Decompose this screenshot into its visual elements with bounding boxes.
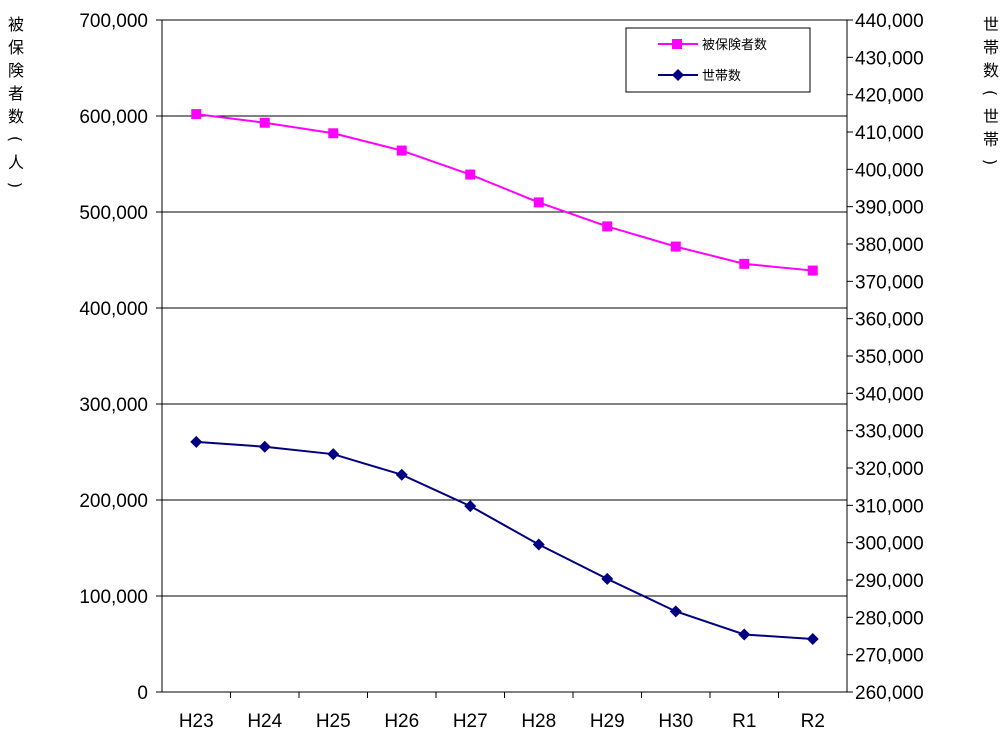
series-line-1 xyxy=(196,440,813,640)
left-axis-tick-label: 100,000 xyxy=(79,587,148,608)
axis-label-char: 険 xyxy=(8,61,24,80)
plot-area xyxy=(161,19,848,693)
right-axis-tick-label: 400,000 xyxy=(855,160,924,181)
right-axis-tick-label: 370,000 xyxy=(855,272,924,293)
right-axis-tick-label: 340,000 xyxy=(855,384,924,405)
data-point-diamond xyxy=(738,628,751,641)
series-layer xyxy=(190,109,819,645)
x-axis-tick-label: R2 xyxy=(801,711,825,732)
x-axis-tick-label: H28 xyxy=(521,711,556,732)
left-axis-tick-label: 600,000 xyxy=(79,107,148,128)
axis-label-char: 保 xyxy=(8,38,24,57)
data-point-diamond xyxy=(327,448,340,461)
data-point-diamond xyxy=(601,572,614,585)
data-point-square xyxy=(739,258,750,269)
legend-marker-insured xyxy=(672,39,682,49)
right-axis-tick-label: 300,000 xyxy=(855,534,924,555)
x-axis-tick-label: H26 xyxy=(384,711,419,732)
axis-label-char: 帯 xyxy=(983,38,999,57)
right-axis-tick-label: 270,000 xyxy=(855,646,924,667)
data-point-diamond xyxy=(669,605,682,618)
x-axis-tick-label: H30 xyxy=(658,711,693,732)
legend-label-households: 世帯数 xyxy=(702,69,741,84)
data-point-diamond xyxy=(464,500,477,513)
data-point-square xyxy=(807,265,818,276)
left-axis-tick-label: 300,000 xyxy=(79,395,148,416)
right-axis-tick-label: 260,000 xyxy=(855,683,924,704)
axis-label-char: 世 xyxy=(983,15,999,34)
axis-label-char: 人 xyxy=(8,153,24,172)
series-line-0 xyxy=(196,113,813,272)
right-axis: 260,000 270,000 280,000 290,000 300,000 310,0… xyxy=(847,11,924,704)
right-axis-tick-label: 330,000 xyxy=(855,422,924,443)
left-axis-tick-label: 0 xyxy=(137,683,148,704)
legend-box xyxy=(625,27,811,93)
left-axis-tick-label: 700,000 xyxy=(79,11,148,32)
axis-label-char: 数 xyxy=(8,107,24,126)
right-axis-tick-label: 430,000 xyxy=(855,48,924,69)
right-axis-tick-label: 280,000 xyxy=(855,608,924,629)
x-axis-tick-label: H23 xyxy=(179,711,214,732)
axis-label-char: ) xyxy=(6,182,25,188)
axis-label-char: 世 xyxy=(983,107,999,126)
x-axis-tick-label: R1 xyxy=(732,711,756,732)
data-point-square xyxy=(670,241,681,252)
right-axis-tick-label: 310,000 xyxy=(855,496,924,517)
axis-label-char: 被 xyxy=(8,15,24,34)
legend-marker-households xyxy=(672,69,684,81)
data-point-square xyxy=(533,197,544,208)
data-point-square xyxy=(328,128,339,139)
right-axis-tick-label: 380,000 xyxy=(855,235,924,256)
data-point-square xyxy=(396,145,407,156)
data-point-square xyxy=(602,221,613,232)
data-point-square xyxy=(465,169,476,180)
left-axis-tick-label: 400,000 xyxy=(79,299,148,320)
axis-label-char: 者 xyxy=(8,84,24,103)
right-axis-tick-label: 290,000 xyxy=(855,571,924,592)
axis-label-char: 数 xyxy=(983,61,999,80)
right-axis-tick-label: 320,000 xyxy=(855,459,924,480)
x-axis: H23 H24 H25 H26 H27 H28 H29 H30 R1 R2 xyxy=(179,692,825,732)
left-axis-tick-label: 200,000 xyxy=(79,491,148,512)
data-point-square xyxy=(191,109,202,120)
right-axis-tick-label: 390,000 xyxy=(855,198,924,219)
left-axis: 0 100,000 200,000 300,000 400,000 500,000 600,… xyxy=(79,11,162,704)
x-axis-tick-label: H24 xyxy=(247,711,282,732)
left-axis-tick-label: 500,000 xyxy=(79,203,148,224)
right-axis-tick-label: 350,000 xyxy=(855,347,924,368)
axis-label-char: ( xyxy=(981,90,1000,96)
data-point-diamond xyxy=(532,538,545,551)
right-axis-tick-label: 410,000 xyxy=(855,123,924,144)
axis-label-char: 帯 xyxy=(983,130,999,149)
axis-label-char: ( xyxy=(6,136,25,142)
left-axis-label: 被保険者数 ( 人) xyxy=(6,15,25,188)
x-axis-tick-label: H25 xyxy=(316,711,351,732)
legend-label-insured: 被保険者数 xyxy=(702,38,767,53)
x-axis-tick-label: H29 xyxy=(590,711,625,732)
right-axis-tick-label: 360,000 xyxy=(855,310,924,331)
data-point-diamond xyxy=(806,632,819,645)
right-axis-tick-label: 420,000 xyxy=(855,86,924,107)
data-point-diamond xyxy=(395,468,408,481)
axis-label-char: ) xyxy=(981,159,1000,165)
right-axis-tick-label: 440,000 xyxy=(855,11,924,32)
data-point-diamond xyxy=(190,435,203,448)
legend: 被保険者数 世帯数 xyxy=(625,27,811,93)
x-axis-tick-label: H27 xyxy=(453,711,488,732)
data-point-diamond xyxy=(258,440,271,453)
data-point-square xyxy=(259,117,270,128)
right-axis-label: 世帯数(世帯) xyxy=(981,15,1000,165)
gridlines xyxy=(162,115,847,597)
